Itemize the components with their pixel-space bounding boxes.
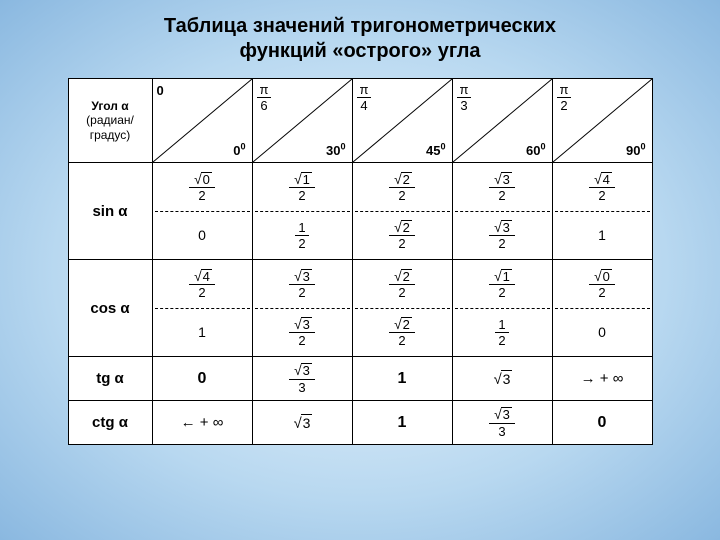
sin-cell-2: 22 22 (352, 163, 452, 260)
sin-cell-3: 32 32 (452, 163, 552, 260)
sin-row: sin α 02 0 12 12 22 22 (68, 163, 652, 260)
cos-cell-1: 32 32 (252, 260, 352, 357)
title-line1: Таблица значений тригонометрических (164, 15, 556, 37)
cos-label: cos α (68, 260, 152, 357)
sin-cell-1: 12 12 (252, 163, 352, 260)
sin-label: sin α (68, 163, 152, 260)
header-col-1: π6 300 (252, 79, 352, 163)
ctg-cell-2: 1 (352, 401, 452, 445)
page-title: Таблица значений тригонометрических функ… (0, 14, 720, 64)
cos-cell-4: 02 0 (552, 260, 652, 357)
sin-cell-0: 02 0 (152, 163, 252, 260)
title-line2: функций «острого» угла (239, 40, 480, 62)
tg-row: tg α03313→ + ∞ (68, 357, 652, 401)
header-col-4: π2 900 (552, 79, 652, 163)
tg-cell-0: 0 (152, 357, 252, 401)
cos-cell-2: 22 22 (352, 260, 452, 357)
cos-cell-3: 12 12 (452, 260, 552, 357)
tg-cell-2: 1 (352, 357, 452, 401)
ctg-cell-3: 33 (452, 401, 552, 445)
tg-cell-3: 3 (452, 357, 552, 401)
trig-table: Угол α(радиан/градус) 0 00 π6 300 (68, 78, 653, 445)
cos-row: cos α 42 1 32 32 22 22 (68, 260, 652, 357)
sin-cell-4: 42 1 (552, 163, 652, 260)
ctg-cell-1: 3 (252, 401, 352, 445)
tg-cell-4: → + ∞ (552, 357, 652, 401)
header-col-3: π3 600 (452, 79, 552, 163)
tg-label: tg α (68, 357, 152, 401)
cos-cell-0: 42 1 (152, 260, 252, 357)
header-col-2: π4 450 (352, 79, 452, 163)
ctg-cell-4: 0 (552, 401, 652, 445)
ctg-label: ctg α (68, 401, 152, 445)
tg-cell-1: 33 (252, 357, 352, 401)
ctg-row: ctg α← + ∞31330 (68, 401, 652, 445)
header-label-cell: Угол α(радиан/градус) (68, 79, 152, 163)
ctg-cell-0: ← + ∞ (152, 401, 252, 445)
header-col-0: 0 00 (152, 79, 252, 163)
header-row: Угол α(радиан/градус) 0 00 π6 300 (68, 79, 652, 163)
